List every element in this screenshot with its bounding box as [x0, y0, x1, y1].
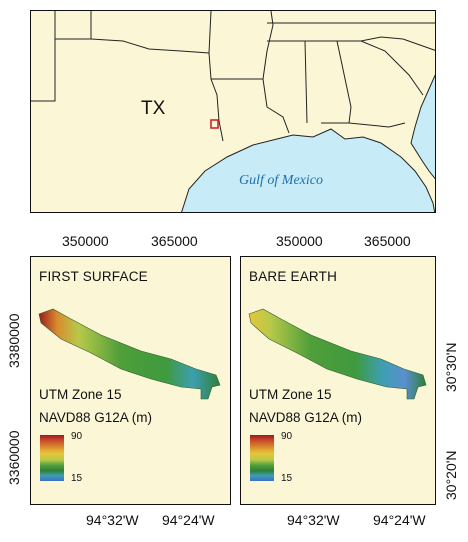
bare-earth-legend-title: NAVD88 G12A (m)	[249, 410, 363, 425]
study-area-box	[210, 119, 219, 129]
atlantic-water	[411, 75, 435, 179]
gulf-of-mexico-label: Gulf of Mexico	[239, 173, 323, 188]
p1-left-tick-2: 3360000	[6, 430, 22, 485]
p1-left-tick-1: 3380000	[6, 313, 22, 368]
bare-earth-legend-min: 15	[281, 473, 293, 484]
first-surface-strip	[38, 308, 221, 400]
first-surface-title: FIRST SURFACE	[39, 269, 148, 284]
first-surface-legend-title: NAVD88 G12A (m)	[39, 410, 153, 425]
p2-right-tick-1: 30°30'N	[443, 342, 459, 392]
bare-earth-title: BARE EARTH	[249, 269, 338, 284]
state-borders	[31, 11, 435, 142]
p2-bottom-tick-1: 94°32'W	[287, 512, 340, 528]
bare-earth-dem	[248, 308, 427, 400]
first-surface-legend-max: 90	[71, 431, 83, 442]
p1-bottom-tick-2: 94°24'W	[162, 512, 215, 528]
gulf-water	[181, 129, 435, 212]
p1-top-tick-1: 350000	[62, 233, 109, 249]
p2-top-tick-1: 350000	[276, 233, 323, 249]
first-surface-panel: FIRST SURFACE UTM Zone 15 NAVD88 G12A (m…	[30, 256, 231, 505]
overview-map: TX Gulf of Mexico	[30, 10, 436, 213]
p2-bottom-tick-2: 94°24'W	[373, 512, 426, 528]
bare-earth-panel: BARE EARTH UTM Zone 15 NAVD88 G12A (m) 9…	[240, 256, 436, 505]
overview-map-svg	[31, 11, 435, 212]
p1-top-tick-2: 365000	[151, 233, 198, 249]
state-label-tx: TX	[141, 98, 166, 119]
bare-earth-legend-max: 90	[281, 431, 293, 442]
first-surface-zone: UTM Zone 15	[39, 387, 122, 402]
coastline	[181, 128, 435, 212]
bare-earth-legend-ramp	[250, 435, 274, 481]
coastline-east	[410, 74, 435, 180]
first-surface-legend-min: 15	[71, 473, 83, 484]
p2-right-tick-2: 30°20'N	[443, 450, 459, 500]
p1-bottom-tick-1: 94°32'W	[86, 512, 139, 528]
first-surface-legend-ramp	[40, 435, 64, 481]
first-surface-dem	[38, 308, 221, 400]
p2-top-tick-2: 365000	[364, 233, 411, 249]
bare-earth-strip	[248, 308, 427, 400]
bare-earth-zone: UTM Zone 15	[249, 387, 332, 402]
